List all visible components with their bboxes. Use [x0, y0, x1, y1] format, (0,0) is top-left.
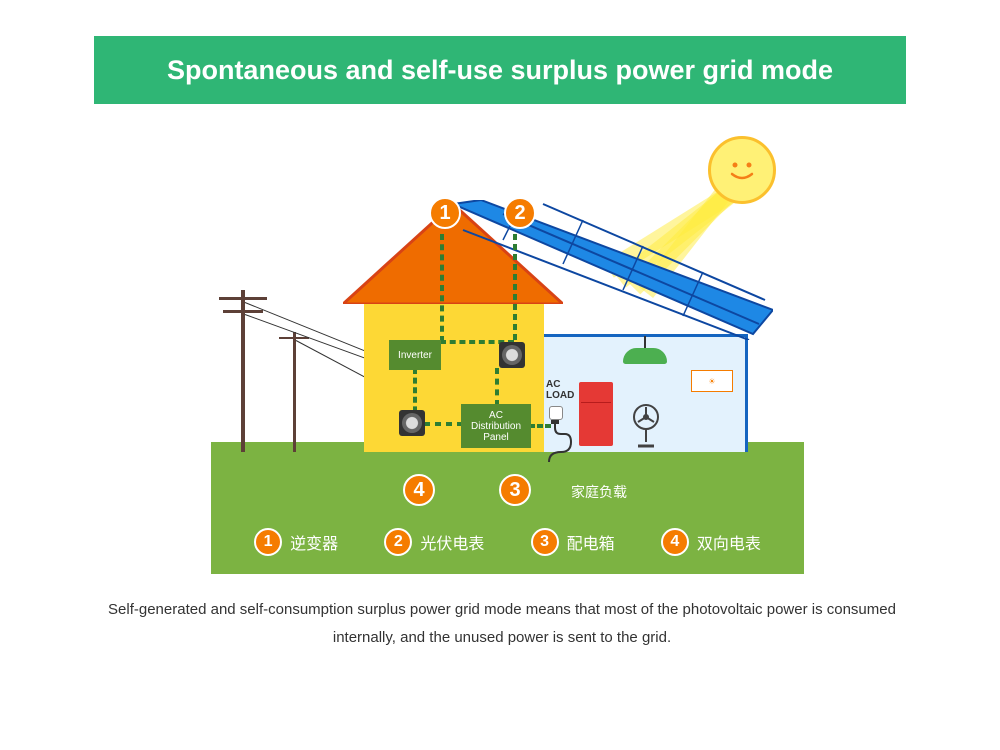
legend-item: 3配电箱 [531, 528, 615, 556]
utility-crossarm [219, 297, 267, 300]
legend-item: 4双向电表 [661, 528, 761, 556]
sun-icon [708, 136, 776, 204]
flow-line [495, 368, 499, 406]
utility-crossarm [223, 310, 263, 313]
title-banner: Spontaneous and self-use surplus power g… [94, 36, 906, 104]
wall-poster: ☀ [691, 370, 733, 392]
solar-diagram: Inverter AC Distribution Panel AC LOAD ☀… [211, 142, 804, 574]
solar-panel-roof [453, 200, 773, 340]
ac-load-label: AC LOAD [546, 379, 574, 401]
badge-2: 2 [504, 197, 536, 229]
plug-cable-icon [545, 420, 575, 464]
home-load-label: 家庭负载 [571, 482, 627, 502]
utility-pole [293, 332, 296, 452]
legend-item: 2光伏电表 [384, 528, 484, 556]
ceiling-lamp-icon [623, 336, 667, 364]
pv-meter-icon [499, 342, 525, 368]
legend-item: 1逆变器 [254, 528, 338, 556]
badge-4: 4 [403, 474, 435, 506]
bidir-meter-icon [399, 410, 425, 436]
legend: 1逆变器 2光伏电表 3配电箱 4双向电表 [211, 528, 804, 556]
power-line [245, 314, 368, 359]
inverter-box: Inverter [389, 340, 441, 370]
flow-line [513, 234, 517, 340]
badge-1: 1 [429, 197, 461, 229]
distribution-panel-box: AC Distribution Panel [461, 404, 531, 448]
fan-icon [629, 404, 663, 453]
outlet-icon [549, 406, 563, 420]
dist-label: AC Distribution Panel [471, 410, 521, 443]
inverter-label: Inverter [398, 350, 432, 361]
flow-line [440, 234, 444, 342]
badge-3: 3 [499, 474, 531, 506]
utility-crossarm [279, 337, 309, 339]
caption-text: Self-generated and self-consumption surp… [107, 596, 897, 652]
fridge-icon [579, 382, 613, 446]
fridge-line [581, 402, 611, 403]
